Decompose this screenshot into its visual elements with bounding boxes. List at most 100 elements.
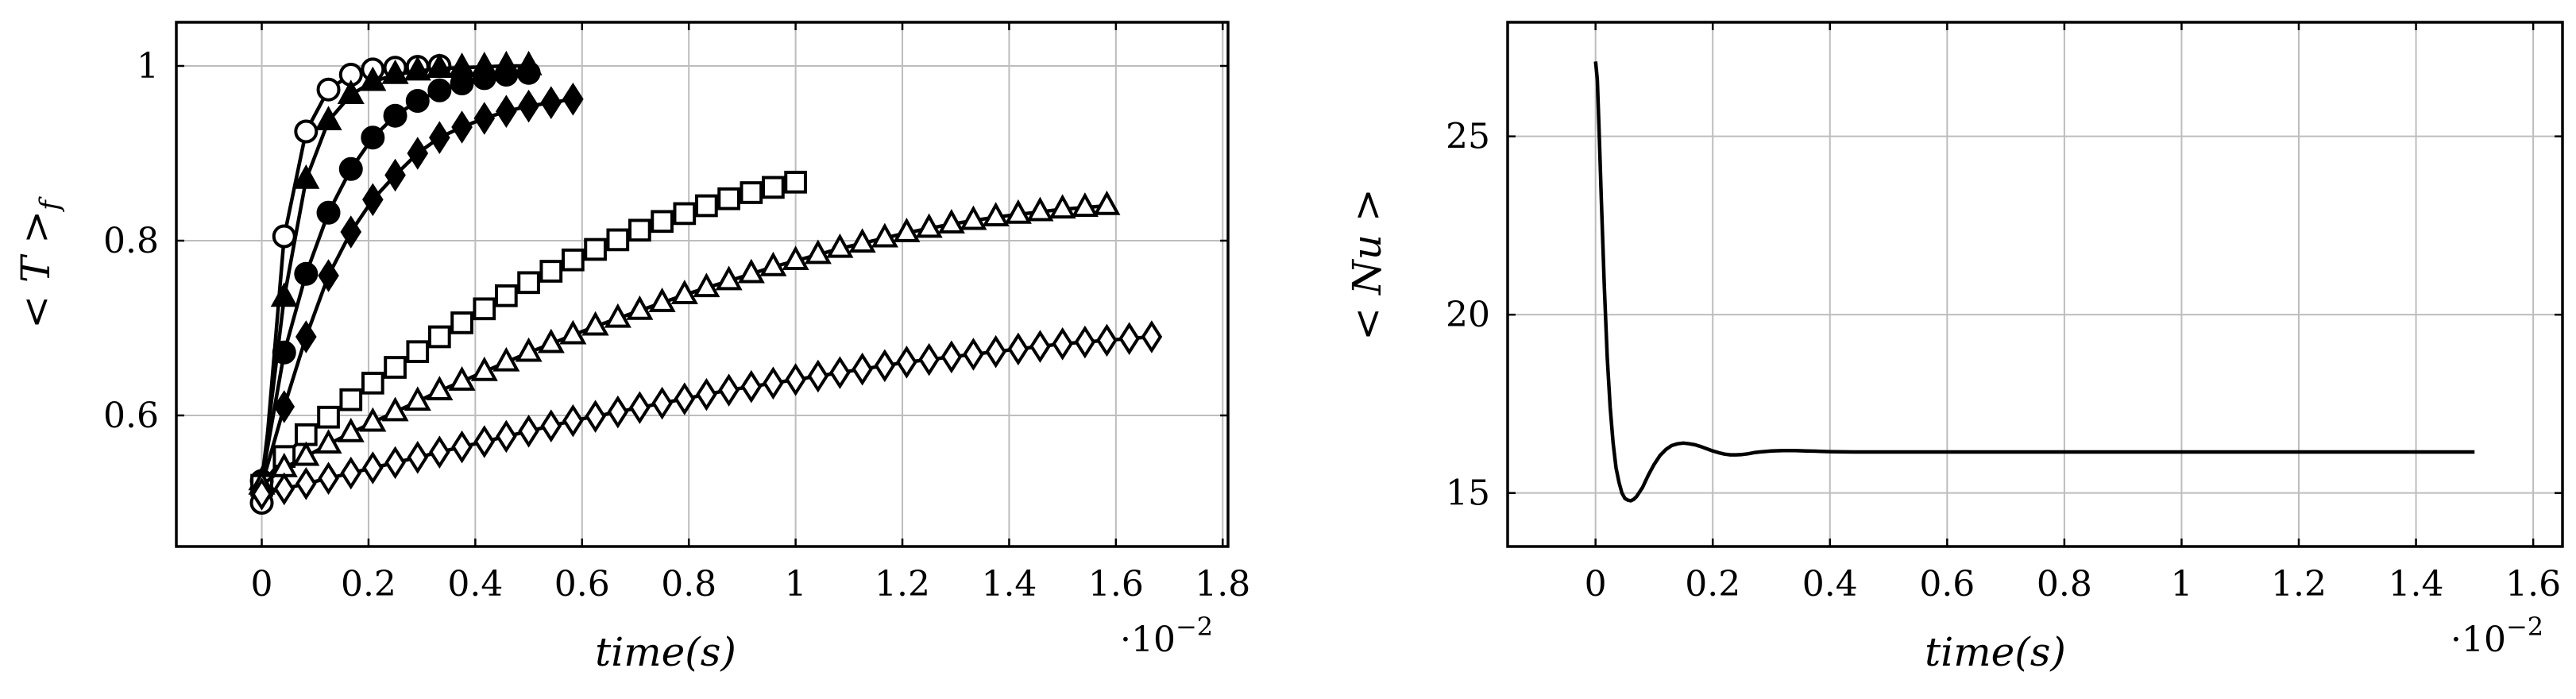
data-point xyxy=(540,86,562,119)
x-tick-label: 1 xyxy=(785,564,807,604)
data-point xyxy=(361,371,384,395)
data-point xyxy=(317,405,340,429)
data-point xyxy=(426,53,454,79)
data-point xyxy=(273,390,295,423)
data-point xyxy=(606,228,630,252)
data-point xyxy=(1118,322,1140,355)
data-point xyxy=(673,202,697,226)
y-tick-label: 0.8 xyxy=(103,221,159,261)
y-tick-label: 0.6 xyxy=(103,396,159,436)
x-tick-label: 1.8 xyxy=(1195,564,1250,604)
data-point xyxy=(272,340,296,365)
data-point xyxy=(273,472,295,506)
data-point xyxy=(470,356,498,381)
tick-labels: 0 0.2 0.4 0.6 0.8 1 1.2 1.4 1.6 1.8 0.6 0.8 1 xyxy=(103,22,1250,604)
data-point xyxy=(473,102,496,135)
x-tick-label: 0.4 xyxy=(1802,564,1858,604)
data-point xyxy=(960,205,987,230)
data-point xyxy=(674,382,696,415)
data-point xyxy=(404,56,431,81)
data-point xyxy=(626,295,654,320)
data-point xyxy=(450,71,474,95)
data-point xyxy=(915,213,943,238)
data-point xyxy=(451,430,473,464)
data-point xyxy=(427,78,452,102)
y-tick-label: 1 xyxy=(137,46,159,87)
data-point xyxy=(982,202,1010,227)
data-point xyxy=(383,103,407,128)
data-point xyxy=(516,60,541,85)
data-point xyxy=(784,170,807,194)
x-axis-label: time(s) xyxy=(1925,629,2066,675)
data-point xyxy=(1004,199,1032,224)
x-tick-label: 0.2 xyxy=(1685,564,1740,604)
plot-frame xyxy=(175,21,1230,548)
x-axis-multiplier: ·10−2 xyxy=(2450,612,2543,660)
data-point xyxy=(651,210,674,234)
data-point xyxy=(294,119,319,144)
data-point xyxy=(270,282,298,307)
data-point xyxy=(628,218,651,242)
data-point xyxy=(1093,190,1121,215)
series-markers xyxy=(248,190,1121,495)
data-point xyxy=(852,352,873,386)
data-point xyxy=(359,407,387,432)
data-point xyxy=(315,106,342,131)
data-point xyxy=(406,340,430,364)
data-point xyxy=(539,260,563,283)
data-point xyxy=(918,342,940,377)
data-point xyxy=(338,156,363,181)
series-markers xyxy=(249,60,541,493)
data-point xyxy=(670,280,698,304)
data-point xyxy=(763,366,784,400)
data-point xyxy=(362,451,384,485)
data-point xyxy=(340,215,362,249)
x-tick-label: 0.4 xyxy=(447,564,503,604)
data-point xyxy=(496,95,517,128)
data-point xyxy=(427,325,451,349)
y-tick-label: 20 xyxy=(1446,295,1490,335)
data-point xyxy=(492,346,520,372)
x-tick-label: 0.6 xyxy=(554,564,610,604)
data-point xyxy=(318,461,339,495)
x-tick-label: 0 xyxy=(251,564,273,604)
x-tick-label: 0.6 xyxy=(1919,564,1975,604)
data-point xyxy=(584,238,607,261)
data-point xyxy=(651,386,673,420)
data-point xyxy=(871,222,898,248)
data-point xyxy=(1052,327,1073,361)
x-axis-multiplier: ·10−2 xyxy=(1120,612,1213,660)
data-point xyxy=(517,271,540,295)
data-point xyxy=(384,356,407,379)
series-line xyxy=(1593,61,2475,503)
y-axis-label: < Nu > xyxy=(1344,188,1390,341)
data-point xyxy=(1071,192,1099,217)
data-point xyxy=(896,346,917,379)
x-tick-label: 1.4 xyxy=(981,564,1037,604)
data-point xyxy=(496,419,517,454)
data-point xyxy=(696,377,717,411)
data-point xyxy=(604,303,631,328)
data-point xyxy=(362,183,384,217)
data-point xyxy=(874,349,896,383)
data-point xyxy=(740,369,763,404)
data-point xyxy=(937,209,965,234)
data-point xyxy=(629,391,651,424)
y-tick-label: 15 xyxy=(1446,473,1490,514)
plot-frame xyxy=(1506,21,2564,548)
data-point xyxy=(292,164,320,189)
data-point xyxy=(429,121,450,154)
x-tick-label: 0.2 xyxy=(341,564,396,604)
data-point xyxy=(359,66,387,91)
data-point xyxy=(759,251,787,276)
data-point xyxy=(294,261,319,286)
data-point xyxy=(384,158,406,192)
data-point xyxy=(737,258,765,284)
data-point xyxy=(695,194,718,218)
data-point xyxy=(494,63,519,87)
data-point xyxy=(518,415,539,448)
data-point xyxy=(337,79,365,105)
x-axis-label: time(s) xyxy=(595,629,736,675)
data-point xyxy=(740,181,763,204)
